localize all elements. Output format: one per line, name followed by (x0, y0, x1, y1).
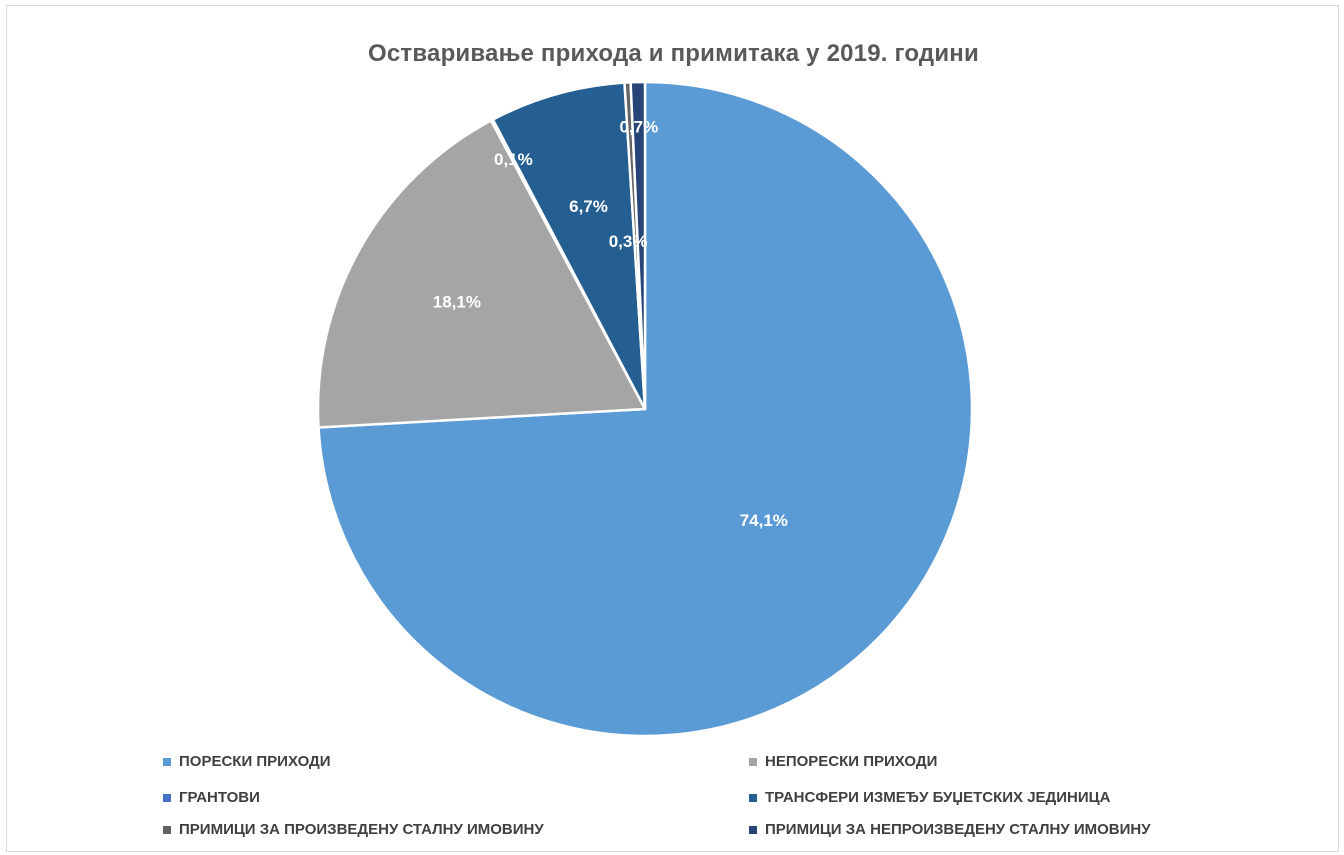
slice-label-5: 0,3% (609, 232, 648, 251)
pie-plot: 74,1% 18,1% 0,1% 6,7%0,3% 0,7% (316, 80, 974, 738)
slice-label-4: 6,7% (569, 197, 608, 216)
pie-slice-6 (629, 80, 647, 411)
pie-slice-4 (491, 81, 647, 411)
slice-label-3: 0,1% (494, 150, 533, 169)
pie-slice-2 (316, 119, 647, 429)
slice-label-2: 18,1% (433, 293, 481, 312)
slice-label-1: 74,1% (740, 511, 788, 530)
chart-title: Остваривање прихода и примитака у 2019. … (368, 40, 979, 67)
slice-label-6: 0,7% (619, 117, 658, 136)
chart-area: Остваривање прихода и примитака у 2019. … (6, 5, 1339, 852)
